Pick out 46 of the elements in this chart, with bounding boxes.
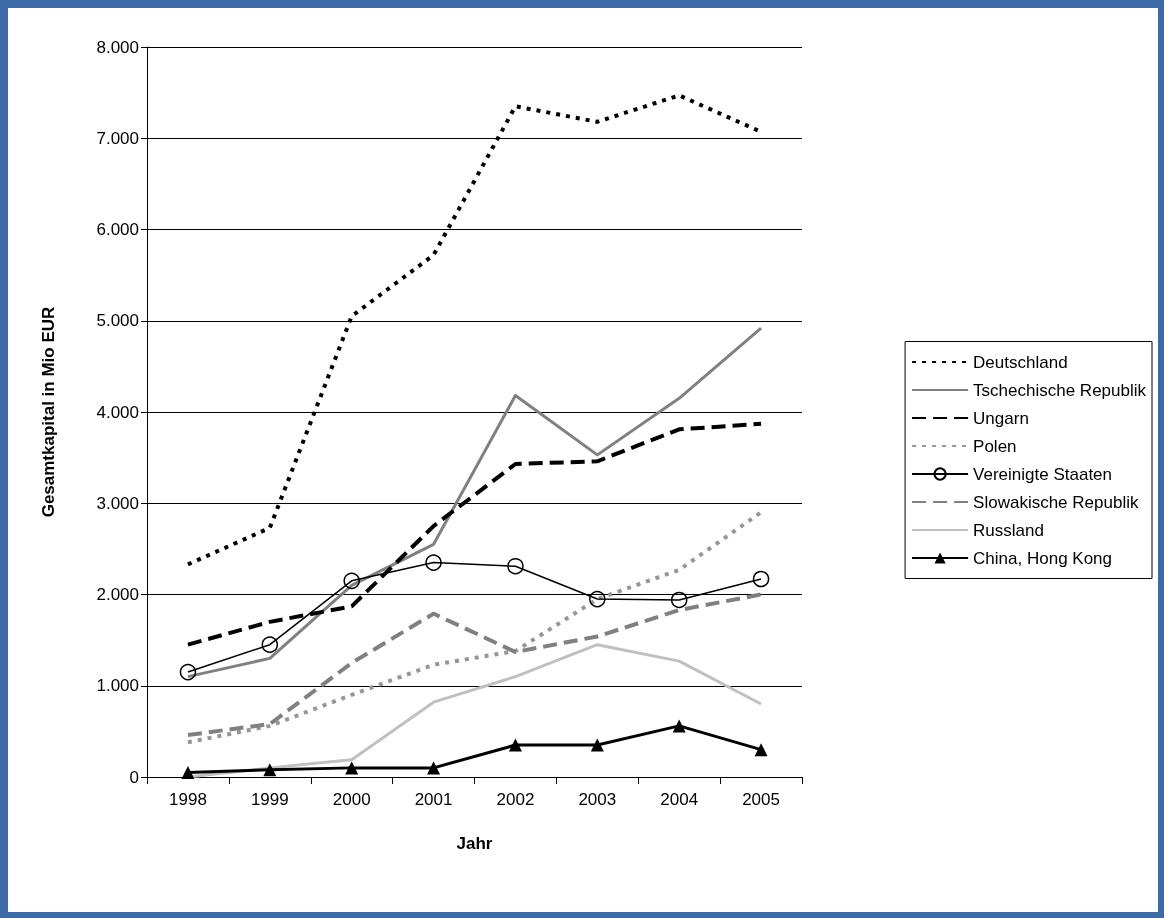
x-tick-label: 2001 bbox=[414, 790, 453, 809]
line-series bbox=[186, 326, 763, 679]
legend-label: China, Hong Kong bbox=[973, 548, 1113, 568]
point bbox=[590, 738, 604, 752]
x-tick-label: 2004 bbox=[660, 790, 699, 809]
point bbox=[261, 636, 279, 653]
x-tick-label: 2000 bbox=[332, 790, 371, 809]
legend-label: Polen bbox=[973, 436, 1017, 456]
point bbox=[179, 663, 197, 681]
legend-label: Russland bbox=[973, 520, 1044, 540]
point bbox=[263, 763, 277, 777]
y-tick-label: 7.000 bbox=[96, 128, 139, 148]
x-tick-label: 2003 bbox=[578, 790, 617, 809]
point bbox=[754, 743, 768, 757]
legend-label: Slowakische Republik bbox=[973, 492, 1139, 512]
point bbox=[589, 590, 606, 608]
y-tick-label: 3.000 bbox=[96, 493, 139, 513]
legend-label: Vereinigte Staaten bbox=[973, 464, 1113, 484]
legend-label: Tschechische Republik bbox=[973, 380, 1147, 400]
x-tick-label: 2005 bbox=[742, 790, 780, 809]
point bbox=[345, 761, 359, 775]
point bbox=[343, 572, 360, 590]
legend-label: Deutschland bbox=[973, 352, 1068, 372]
x-tick-label: 1999 bbox=[250, 790, 289, 809]
point bbox=[508, 738, 522, 752]
y-tick-label: 2.000 bbox=[96, 585, 139, 604]
y-tick-label: 1.000 bbox=[96, 676, 139, 696]
y-tick-label: 8.000 bbox=[96, 37, 139, 57]
line-series bbox=[185, 592, 764, 738]
point bbox=[181, 765, 195, 779]
point bbox=[507, 557, 524, 575]
legend-label: Ungarn bbox=[973, 408, 1029, 428]
point bbox=[427, 761, 441, 775]
y-tick-label: 4.000 bbox=[96, 402, 139, 422]
y-tick-label: 5.000 bbox=[96, 311, 139, 331]
y-tick-label: 0 bbox=[129, 767, 139, 787]
point bbox=[425, 554, 442, 571]
y-tick-label: 6.000 bbox=[96, 220, 139, 239]
y-axis-title: Gesamtkapital in Mio EUR bbox=[39, 306, 58, 518]
point bbox=[752, 570, 770, 588]
point bbox=[670, 591, 688, 609]
x-tick-label: 1998 bbox=[169, 790, 207, 809]
x-tick-label: 2002 bbox=[496, 790, 535, 809]
point bbox=[672, 719, 686, 733]
line-series bbox=[185, 510, 764, 745]
x-axis-title: Jahr bbox=[456, 834, 493, 853]
